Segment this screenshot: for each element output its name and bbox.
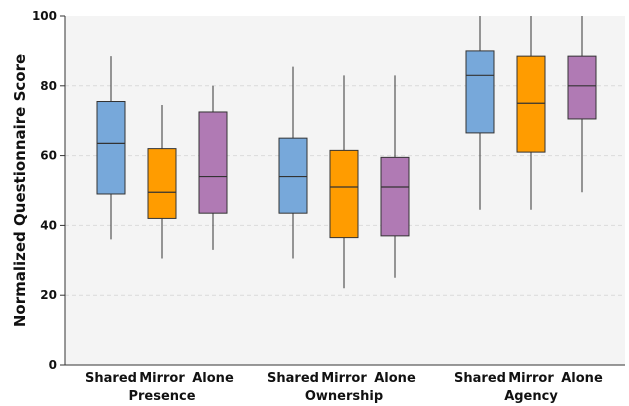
y-axis-title: Normalized Questionnaire Score [11, 54, 29, 327]
box-iqr [329, 149, 359, 239]
y-tick-label: 80 [40, 79, 57, 93]
group-label: Agency [504, 389, 558, 404]
x-tick-label: Alone [192, 371, 234, 386]
box-ownership-alone [380, 75, 410, 278]
box-presence-alone [198, 85, 228, 250]
y-tick-label: 40 [40, 218, 57, 232]
box-iqr [380, 156, 410, 237]
box-iqr [465, 50, 495, 134]
x-tick-label: Shared [85, 371, 137, 386]
group-label: Presence [128, 389, 195, 404]
box-presence-shared [96, 56, 126, 240]
boxes [96, 16, 597, 289]
box-iqr [147, 148, 177, 219]
y-tick-label: 60 [40, 149, 57, 163]
box-iqr [96, 101, 126, 195]
box-agency-mirror [516, 16, 546, 210]
group-label: Ownership [305, 389, 383, 404]
x-tick-label: Alone [561, 371, 603, 386]
x-tick-label: Mirror [321, 371, 367, 386]
box-agency-shared [465, 16, 495, 210]
box-presence-mirror [147, 104, 177, 259]
box-iqr [198, 111, 228, 214]
x-tick-label: Mirror [139, 371, 185, 386]
box-iqr [567, 55, 597, 120]
box-ownership-shared [278, 66, 308, 259]
box-iqr [278, 137, 308, 214]
y-tick-label: 100 [32, 9, 57, 23]
x-tick-label: Shared [454, 371, 506, 386]
box-ownership-mirror [329, 75, 359, 289]
box-iqr [516, 55, 546, 153]
y-tick-label: 0 [49, 358, 57, 372]
x-tick-label: Mirror [508, 371, 554, 386]
x-tick-label: Shared [267, 371, 319, 386]
box-agency-alone [567, 16, 597, 193]
y-tick-label: 20 [40, 288, 57, 302]
x-tick-label: Alone [374, 371, 416, 386]
